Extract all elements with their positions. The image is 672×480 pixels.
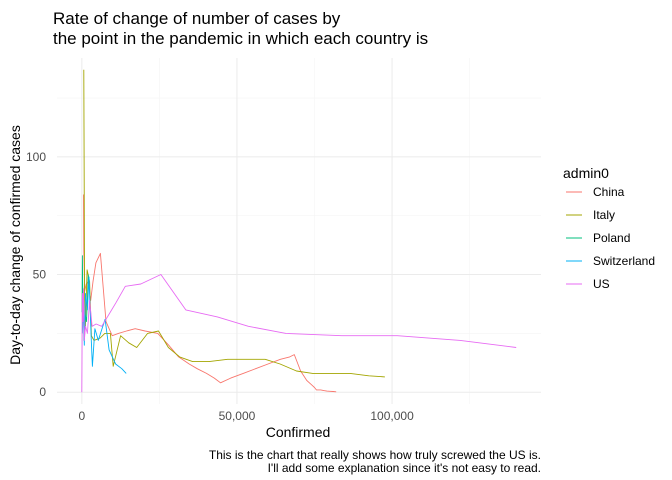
- legend-item-us: US: [566, 277, 610, 291]
- series-line-china: [83, 194, 337, 393]
- plot-series: [81, 69, 517, 393]
- caption-line-1: This is the chart that really shows how …: [209, 448, 541, 462]
- legend-label-poland: Poland: [593, 231, 630, 245]
- chart-title-line-1: Rate of change of number of cases by: [53, 9, 341, 28]
- plot-grid: [57, 58, 541, 404]
- legend-item-china: China: [566, 185, 625, 199]
- y-tick-label: 0: [39, 385, 46, 399]
- legend-item-switzerland: Switzerland: [566, 254, 655, 268]
- y-axis-title: Day-to-day change of confirmed cases: [7, 125, 23, 365]
- caption-line-2: I'll add some explanation since it's not…: [268, 461, 541, 475]
- series-line-italy: [83, 69, 385, 378]
- series-line-switzerland: [81, 276, 127, 374]
- series-line-us: [81, 274, 517, 393]
- legend-label-italy: Italy: [593, 208, 615, 222]
- legend-item-italy: Italy: [566, 208, 615, 222]
- y-tick-label: 100: [26, 150, 46, 164]
- legend-label-china: China: [593, 185, 625, 199]
- legend-item-poland: Poland: [566, 231, 630, 245]
- legend: admin0 China Italy Poland Switzerland US: [563, 165, 655, 291]
- legend-title: admin0: [563, 165, 609, 181]
- x-tick-label: 50,000: [219, 409, 256, 423]
- x-axis-ticks: 0 50,000 100,000: [78, 409, 414, 423]
- x-tick-label: 100,000: [370, 409, 414, 423]
- y-tick-label: 50: [33, 268, 47, 282]
- legend-label-switzerland: Switzerland: [593, 254, 655, 268]
- x-axis-title: Confirmed: [266, 424, 331, 440]
- chart-title-line-2: the point in the pandemic in which each …: [53, 29, 428, 48]
- legend-label-us: US: [593, 277, 610, 291]
- x-tick-label: 0: [78, 409, 85, 423]
- legend-items: China Italy Poland Switzerland US: [566, 185, 655, 291]
- y-axis-ticks: 0 50 100: [26, 150, 46, 399]
